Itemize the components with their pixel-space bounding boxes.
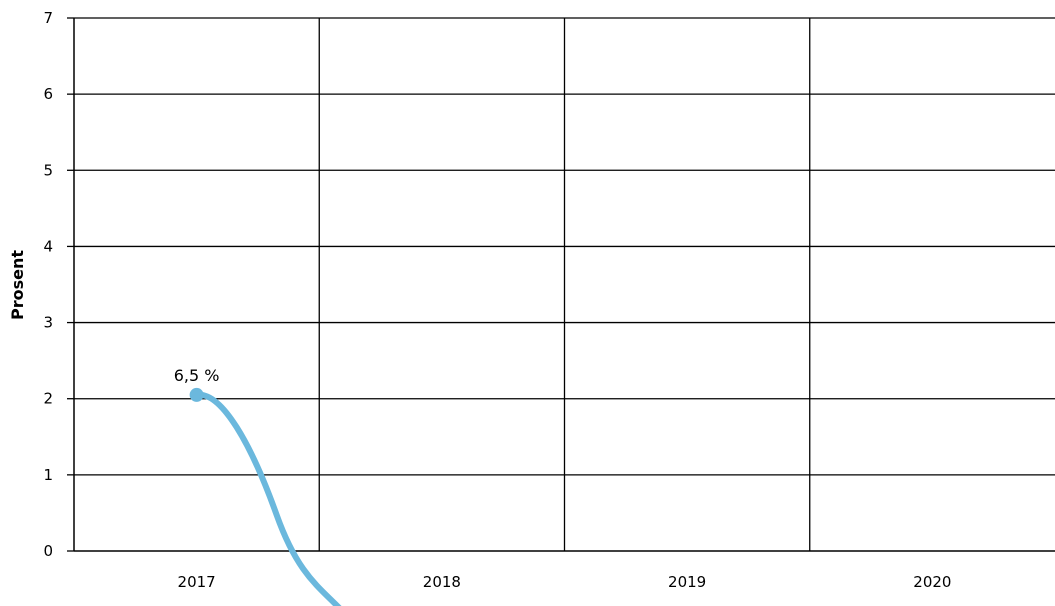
x-tick-label: 2020 <box>913 573 951 591</box>
y-tick-label: 7 <box>43 9 53 27</box>
y-tick-labels: 0 1 2 3 4 5 6 7 <box>43 9 53 560</box>
y-axis-title: Prosent <box>8 250 27 320</box>
axes <box>67 17 1055 552</box>
x-tick-label: 2018 <box>423 573 461 591</box>
x-tick-labels: 2017 2018 2019 2020 <box>178 573 952 591</box>
x-tick-label: 2019 <box>668 573 706 591</box>
y-tick-label: 5 <box>43 161 53 179</box>
series-layer: 6,5 % <box>174 366 342 606</box>
x-tick-label: 2017 <box>178 573 216 591</box>
data-point <box>189 387 204 402</box>
y-tick-label: 3 <box>43 314 53 332</box>
data-label: 6,5 % <box>174 366 220 385</box>
y-tick-label: 4 <box>43 237 53 255</box>
y-tick-label: 6 <box>43 85 53 103</box>
y-tick-label: 2 <box>43 390 53 408</box>
y-tick-label: 1 <box>43 466 53 484</box>
gridlines <box>74 17 1055 551</box>
series-line <box>193 391 342 606</box>
y-tick-label: 0 <box>43 542 53 560</box>
